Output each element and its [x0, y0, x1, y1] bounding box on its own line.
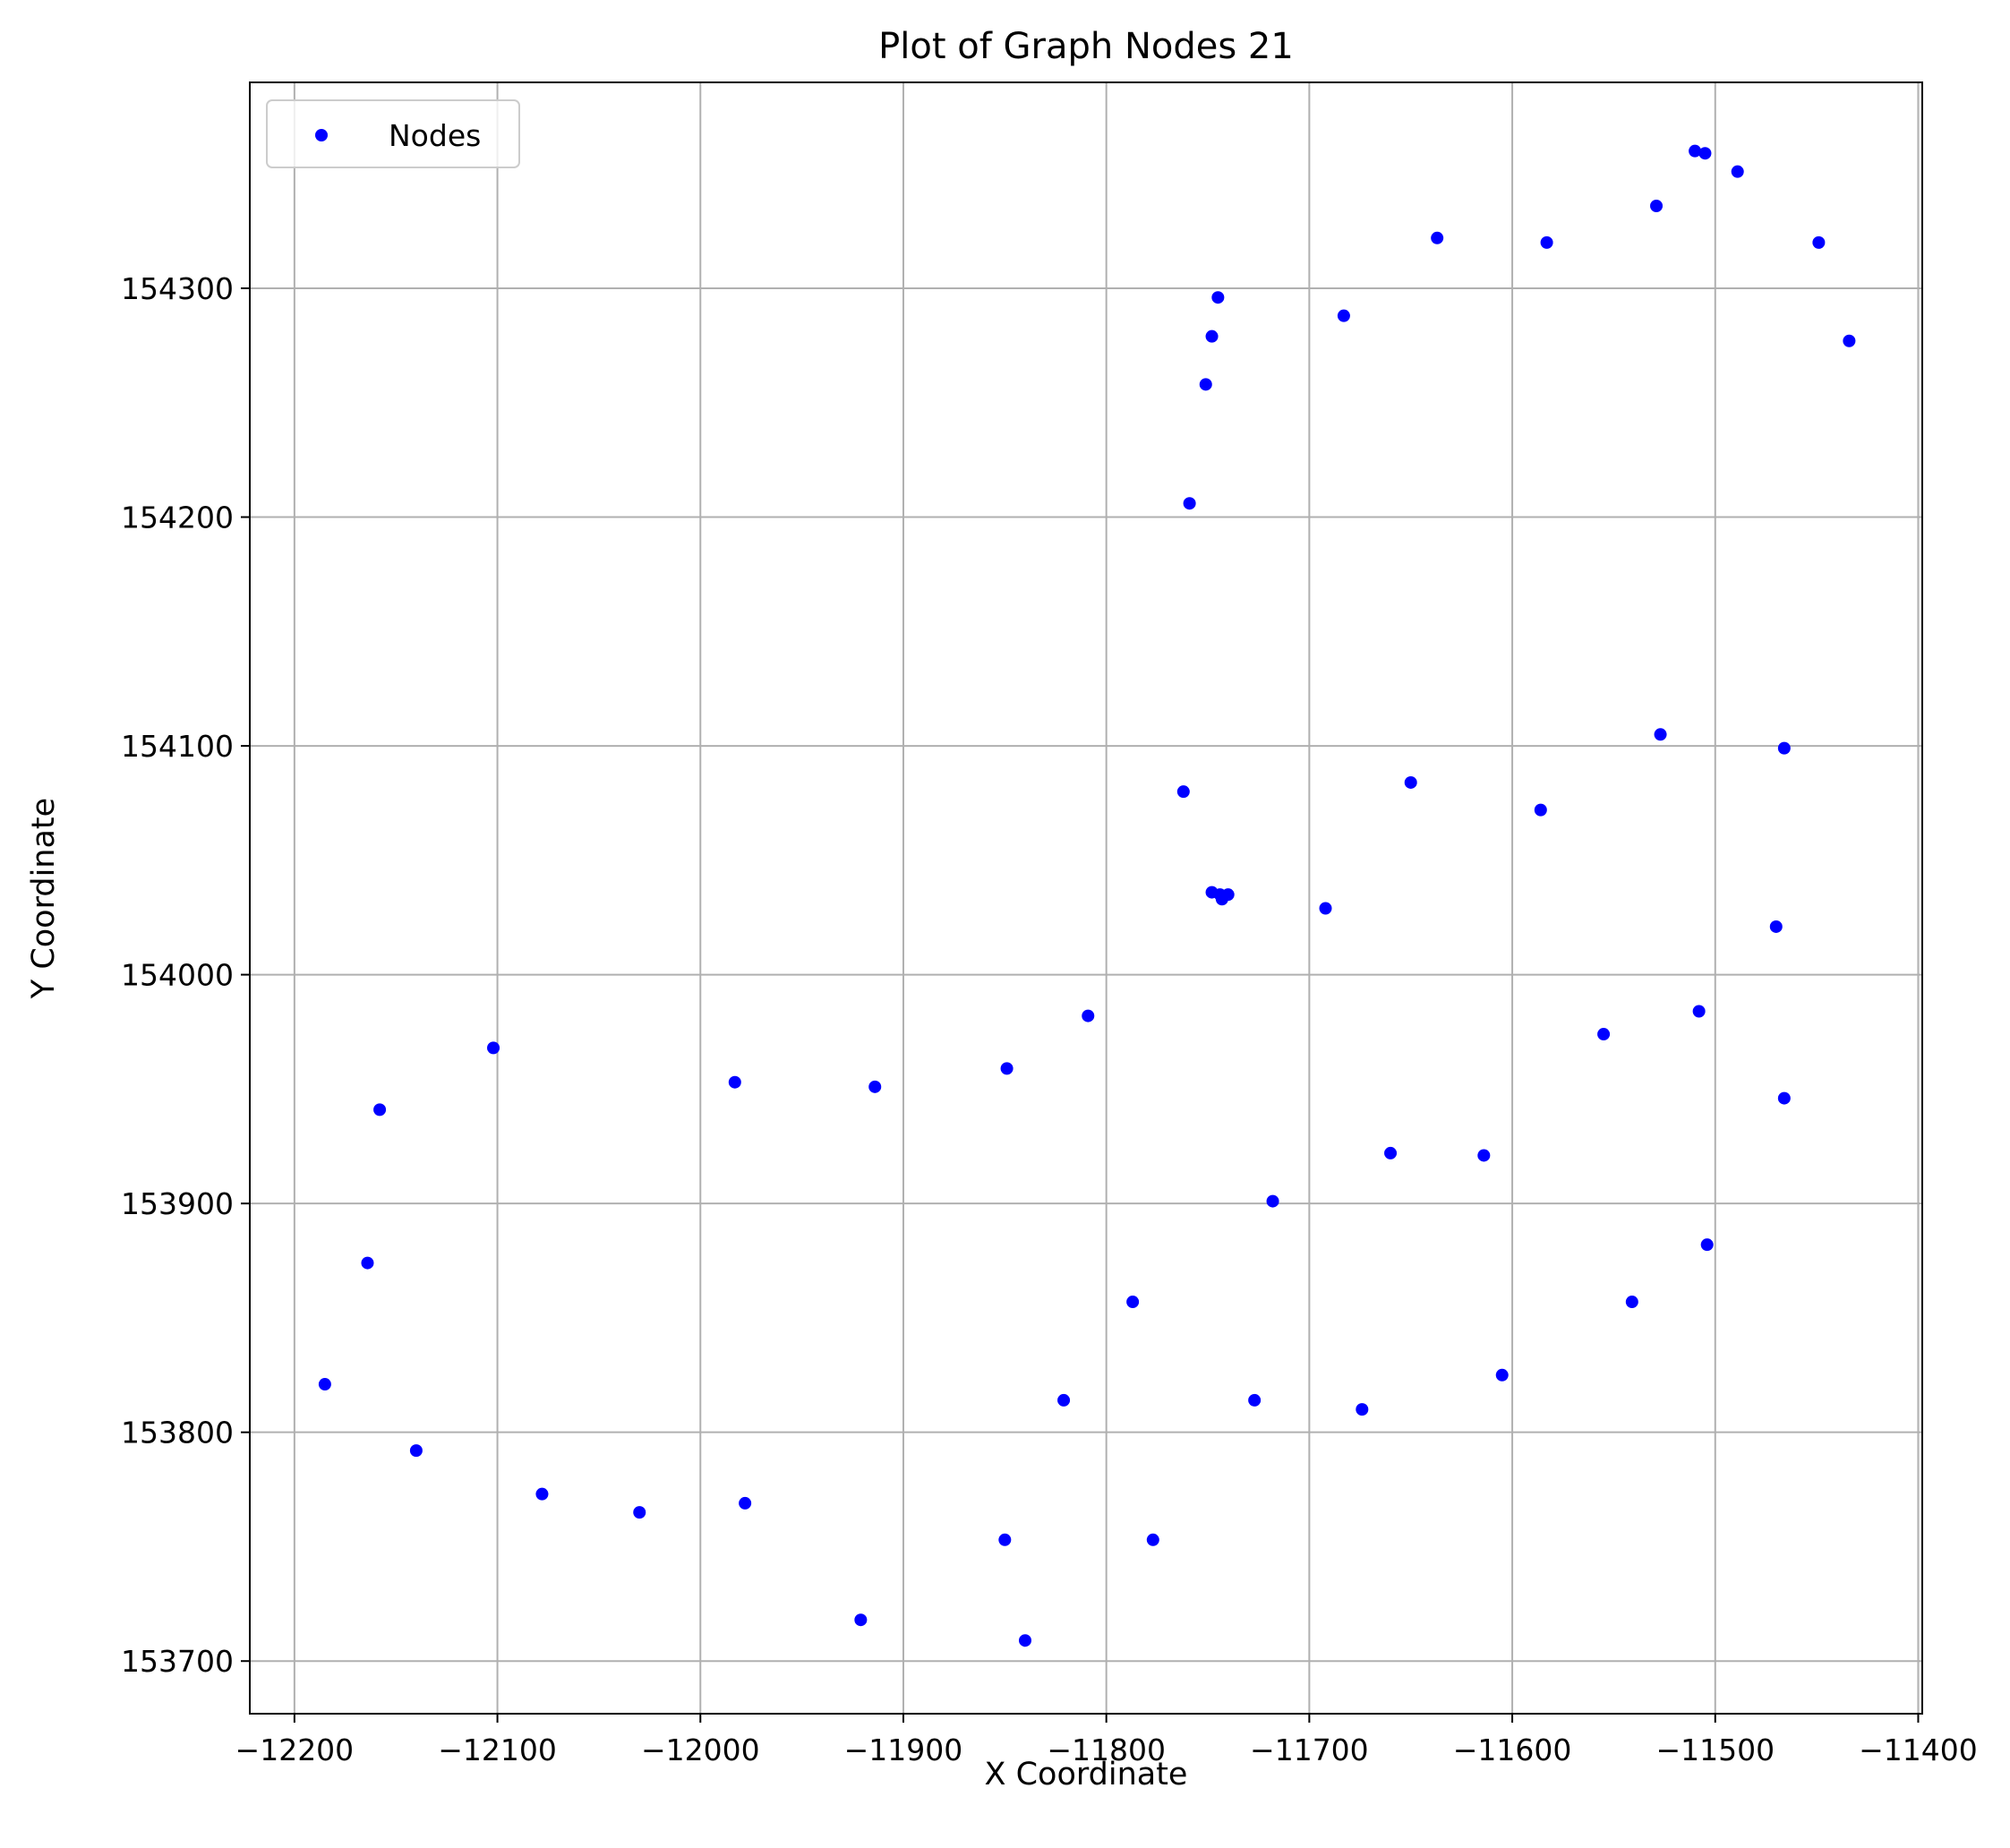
- data-point: [1183, 497, 1196, 510]
- data-point: [1266, 1194, 1279, 1208]
- data-point: [1082, 1009, 1095, 1022]
- x-tick-label: −12000: [641, 1732, 760, 1767]
- data-point: [1495, 1368, 1509, 1382]
- data-point: [1812, 235, 1826, 249]
- data-point: [409, 1444, 423, 1458]
- data-point: [1404, 775, 1417, 789]
- data-point: [1625, 1296, 1638, 1309]
- y-tick-label: 154100: [121, 729, 234, 764]
- data-point: [1431, 231, 1444, 244]
- data-point: [1337, 309, 1350, 322]
- y-tick-label: 154200: [121, 500, 234, 535]
- chart-title: Plot of Graph Nodes 21: [878, 26, 1294, 67]
- data-point: [1769, 920, 1783, 933]
- axes-frame: [249, 81, 1923, 1715]
- data-point: [1692, 1005, 1706, 1018]
- grid-lines: [250, 82, 1922, 1714]
- data-point: [1689, 144, 1702, 158]
- data-point: [1319, 902, 1332, 915]
- y-tick-label: 153900: [121, 1186, 234, 1221]
- data-point: [1356, 1403, 1369, 1416]
- x-axis-label: X Coordinate: [985, 1757, 1188, 1792]
- data-point: [1211, 291, 1225, 304]
- data-point: [318, 1378, 331, 1391]
- y-axis-ticks: 153700 153800 153900 154000 154100 154200 1543…: [121, 271, 250, 1679]
- data-point: [1540, 235, 1553, 249]
- x-tick-label: −11700: [1250, 1732, 1369, 1767]
- data-point: [1843, 334, 1856, 347]
- data-point: [1176, 785, 1190, 799]
- data-point: [1654, 728, 1667, 741]
- data-point: [487, 1041, 500, 1055]
- data-point: [728, 1075, 741, 1089]
- y-tick-label: 153700: [121, 1644, 234, 1679]
- data-point: [535, 1487, 549, 1501]
- y-tick-label: 154000: [121, 958, 234, 993]
- data-point: [1777, 741, 1791, 755]
- data-point: [373, 1103, 387, 1116]
- x-tick-label: −11500: [1655, 1732, 1775, 1767]
- data-point: [1698, 147, 1712, 160]
- data-point: [1248, 1393, 1262, 1407]
- data-points: [318, 144, 1856, 1647]
- data-point: [1650, 199, 1664, 212]
- x-axis-ticks: −12200 −12100 −12000 −11900 −11800 −11700 −116…: [235, 1714, 1978, 1767]
- legend-marker: [315, 129, 328, 141]
- x-tick-label: −11800: [1047, 1732, 1166, 1767]
- data-point: [1057, 1393, 1071, 1407]
- legend: Nodes: [266, 99, 520, 168]
- x-tick-label: −11400: [1859, 1732, 1978, 1767]
- data-point: [1205, 329, 1219, 343]
- data-point: [1000, 1062, 1014, 1075]
- data-point: [1731, 165, 1744, 178]
- data-point: [1534, 803, 1547, 817]
- y-axis-label: Y Coordinate: [26, 798, 62, 999]
- x-tick-label: −12200: [235, 1732, 355, 1767]
- data-point: [1777, 1091, 1791, 1105]
- data-point: [998, 1533, 1012, 1546]
- data-point: [633, 1506, 646, 1519]
- legend-box: [266, 99, 520, 168]
- data-point: [854, 1613, 868, 1627]
- data-point: [1199, 378, 1212, 391]
- data-point: [1146, 1533, 1159, 1546]
- data-point: [1477, 1149, 1491, 1162]
- x-tick-label: −12100: [438, 1732, 557, 1767]
- data-point: [1018, 1634, 1031, 1647]
- y-tick-label: 154300: [121, 271, 234, 306]
- data-point: [1215, 893, 1228, 906]
- data-point: [1384, 1146, 1398, 1159]
- x-tick-label: −11900: [844, 1732, 963, 1767]
- data-point: [1126, 1296, 1140, 1309]
- data-point: [1597, 1028, 1611, 1041]
- legend-label: Nodes: [389, 118, 481, 153]
- x-tick-label: −11600: [1453, 1732, 1572, 1767]
- y-tick-label: 153800: [121, 1416, 234, 1450]
- data-point: [739, 1496, 752, 1510]
- data-point: [868, 1080, 882, 1093]
- data-point: [1700, 1238, 1714, 1252]
- data-point: [361, 1256, 374, 1270]
